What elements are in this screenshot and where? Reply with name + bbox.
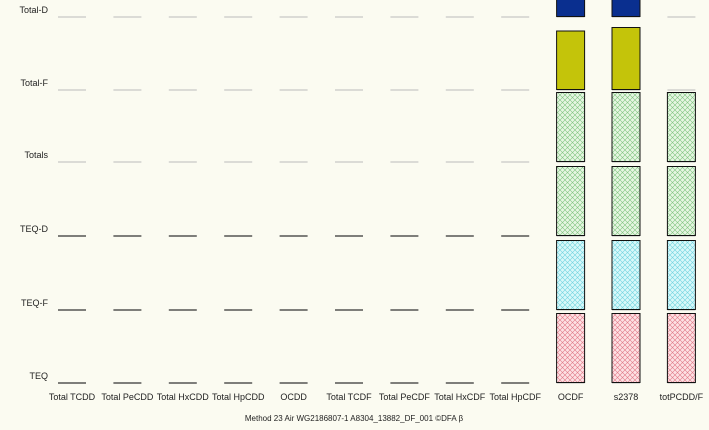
column-label-total-hpcdd: Total HpCDD xyxy=(212,392,265,402)
bar-teq-s2378 xyxy=(611,313,641,383)
bar-total-d-ocdf xyxy=(556,0,586,17)
bar-totals-totpcdd-f xyxy=(666,92,696,162)
bars xyxy=(556,0,696,383)
bar-teq-f-totpcdd-f xyxy=(666,240,696,310)
row-label-total-d: Total-D xyxy=(19,5,48,15)
bar-teq-ocdf xyxy=(556,313,586,383)
bar-teq-totpcdd-f xyxy=(666,313,696,383)
column-label-total-hpcdf: Total HpCDF xyxy=(489,392,541,402)
row-label-total-f: Total-F xyxy=(20,78,48,88)
row-baselines xyxy=(58,16,696,384)
bar-total-d-s2378 xyxy=(611,0,641,17)
column-labels: Total TCDD Total PeCDD Total HxCDD Total Hp… xyxy=(49,392,704,402)
row-label-teq-d: TEQ-D xyxy=(20,224,48,234)
column-label-total-hxcdd: Total HxCDD xyxy=(157,392,210,402)
column-label-total-pecdd: Total PeCDD xyxy=(101,392,154,402)
row-label-teq: TEQ xyxy=(29,371,48,381)
bar-teq-d-ocdf xyxy=(556,166,586,236)
bar-totals-s2378 xyxy=(611,92,641,162)
bar-teq-f-ocdf xyxy=(556,240,586,310)
bar-total-f-ocdf xyxy=(556,30,586,90)
bar-teq-d-s2378 xyxy=(611,166,641,236)
row-label-totals: Totals xyxy=(24,150,48,160)
column-label-total-tcdd: Total TCDD xyxy=(49,392,96,402)
column-label-ocdf: OCDF xyxy=(558,392,584,402)
column-label-ocdd: OCDD xyxy=(280,392,307,402)
bar-teq-d-totpcdd-f xyxy=(666,166,696,236)
column-label-totpcdd-f: totPCDD/F xyxy=(660,392,704,402)
row-label-teq-f: TEQ-F xyxy=(21,298,48,308)
column-label-s2378: s2378 xyxy=(614,392,639,402)
bar-total-f-s2378 xyxy=(611,27,641,90)
bar-totals-ocdf xyxy=(556,92,586,162)
chart-footer: Method 23 Air WG2186807-1 A8304_13882_DF… xyxy=(245,414,464,423)
bar-teq-f-s2378 xyxy=(611,240,641,310)
column-label-total-pecdf: Total PeCDF xyxy=(379,392,431,402)
row-labels: Total-D Total-F Totals TEQ-D TEQ-F TEQ xyxy=(19,5,48,381)
column-label-total-hxcdf: Total HxCDF xyxy=(434,392,486,402)
column-label-total-tcdf: Total TCDF xyxy=(326,392,372,402)
